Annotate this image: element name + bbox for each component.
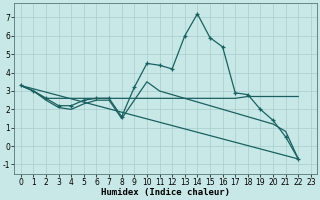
X-axis label: Humidex (Indice chaleur): Humidex (Indice chaleur) (101, 188, 230, 197)
